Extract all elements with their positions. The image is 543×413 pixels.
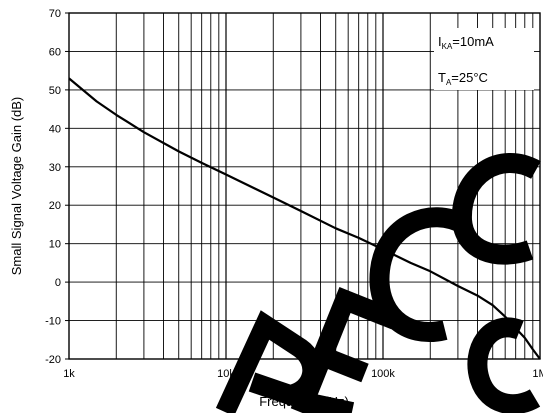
y-tick-label: 50 [49, 85, 61, 97]
x-tick-label: 10k [217, 368, 235, 380]
y-tick-label: 20 [49, 200, 61, 212]
x-tick-label: 1M [532, 368, 543, 380]
x-tick-label: 100k [371, 368, 395, 380]
series [68, 77, 541, 360]
grid [69, 13, 540, 359]
annotation-ta: TA=25°C [438, 70, 488, 87]
y-tick-label: 10 [49, 239, 61, 251]
x-axis-title: Frequency (Hz) [259, 394, 349, 409]
y-axis-title: Small Signal Voltage Gain (dB) [9, 97, 24, 275]
y-tick-label: -10 [45, 316, 61, 328]
y-tick-label: 40 [49, 123, 61, 135]
y-tick-label: 30 [49, 162, 61, 174]
y-tick-label: 70 [49, 8, 61, 20]
gain-curve [68, 77, 541, 360]
x-tick-label: 1k [63, 368, 75, 380]
y-tick-label: 0 [55, 277, 61, 289]
conditions-legend: IKA=10mA TA=25°C [434, 28, 534, 90]
conditions-legend-background [434, 28, 534, 90]
y-tick-label: -20 [45, 354, 61, 366]
annotation-ika: IKA=10mA [438, 34, 494, 51]
y-tick-label: 60 [49, 46, 61, 58]
plot-frame [68, 12, 541, 360]
axis-ticks: -20 -10 0 10 20 30 40 50 60 70 1k 10k 100k 1M [45, 8, 543, 380]
plot-frame-border [68, 12, 541, 360]
